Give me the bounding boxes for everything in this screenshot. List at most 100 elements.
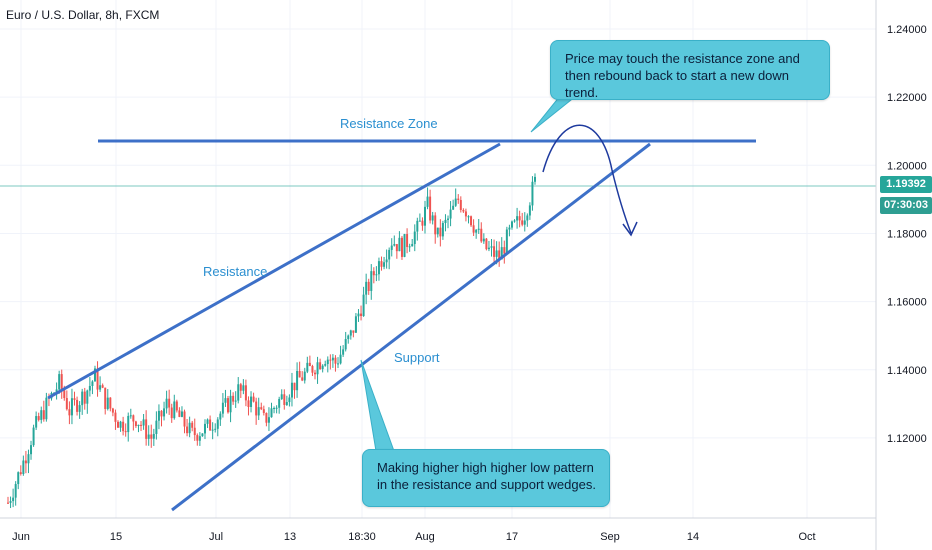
candle-body <box>191 422 194 428</box>
candle-body <box>170 407 173 419</box>
candle-body <box>250 396 253 407</box>
candle-body <box>211 429 214 431</box>
bar-countdown-badge: 07:30:03 <box>880 197 932 214</box>
candle-body <box>505 229 508 254</box>
support-trendline <box>171 142 651 512</box>
candle-body <box>157 410 160 421</box>
resistance-trendline <box>47 142 501 400</box>
candle-body <box>45 397 48 420</box>
candle-body <box>152 433 155 439</box>
candle-body <box>534 176 536 182</box>
candle-body <box>7 502 9 504</box>
candle-body <box>142 419 145 426</box>
price-axis: 1.24000 1.22000 1.20000 1.18000 1.16000 1.140… <box>887 24 927 445</box>
candle-body <box>224 398 227 403</box>
candle-body <box>27 454 30 464</box>
candle-body <box>147 434 150 439</box>
candle-body <box>86 390 89 404</box>
candle-body <box>119 421 122 428</box>
candle-body <box>14 484 17 498</box>
candle-body <box>426 196 429 207</box>
time-tick-label: Aug <box>415 531 435 543</box>
candle-body <box>106 397 109 409</box>
label-support: Support <box>394 350 440 365</box>
candle-body <box>337 363 340 365</box>
candle-body <box>109 397 112 409</box>
candle-body <box>227 398 230 413</box>
candle-body <box>459 199 462 210</box>
candle-body <box>472 225 475 233</box>
candle-body <box>375 274 378 276</box>
candle-body <box>326 359 329 365</box>
candle-body <box>411 244 414 247</box>
candle-body <box>214 428 217 430</box>
price-tick-label: 1.22000 <box>887 92 927 104</box>
candle-body <box>280 394 283 400</box>
grid <box>0 0 876 518</box>
candle-body <box>186 426 189 434</box>
candle-body <box>518 216 521 221</box>
price-tick-label: 1.18000 <box>887 228 927 240</box>
candle-body <box>408 246 411 248</box>
candle-body <box>60 374 63 391</box>
callout-bottom-pointer <box>360 359 395 452</box>
candle-body <box>344 339 347 350</box>
candle-body <box>398 237 401 252</box>
time-tick-label: Sep <box>600 531 620 543</box>
time-axis: Jun 15 Jul 13 18:30 Aug 17 Sep 14 Oct <box>12 531 815 543</box>
candle-body <box>510 221 513 228</box>
candle-body <box>234 400 237 402</box>
candle-body <box>498 250 501 260</box>
candle-body <box>219 413 222 420</box>
candle-body <box>441 223 444 237</box>
candle-body <box>313 372 316 375</box>
candle-body <box>362 294 365 317</box>
candle-body <box>193 427 196 436</box>
candle-body <box>65 398 68 410</box>
candle-body <box>173 401 176 419</box>
time-tick-label: 13 <box>284 531 296 543</box>
candle-body <box>19 472 22 475</box>
candle-body <box>526 215 529 221</box>
candle-body <box>183 411 186 427</box>
candle-body <box>55 389 58 393</box>
candle-body <box>40 410 43 420</box>
candle-body <box>385 259 388 263</box>
candle-body <box>175 401 178 411</box>
candle-body <box>367 281 370 291</box>
candle-body <box>9 501 12 503</box>
candle-body <box>73 398 76 400</box>
candle-body <box>365 281 368 295</box>
candle-body <box>521 220 524 225</box>
candle-body <box>122 421 125 432</box>
candle-body <box>221 402 224 414</box>
candle-body <box>81 391 84 406</box>
candle-body <box>124 431 127 433</box>
candle-body <box>63 390 66 399</box>
candle-body <box>380 261 383 267</box>
candle-body <box>134 421 137 426</box>
symbol-title[interactable]: Euro / U.S. Dollar, 8h, FXCM <box>6 8 160 22</box>
candle-body <box>413 231 416 245</box>
candle-body <box>508 227 511 230</box>
candle-body <box>475 229 478 233</box>
candle-body <box>482 238 485 242</box>
candle-body <box>303 371 306 381</box>
candle-body <box>436 227 439 235</box>
candle-body <box>155 420 158 434</box>
candle-body <box>237 384 240 401</box>
candle-body <box>454 198 457 206</box>
candle-body <box>163 408 166 417</box>
candle-body <box>140 424 143 426</box>
candle-body <box>37 416 40 420</box>
candle-body <box>324 364 327 366</box>
time-tick-label: Jul <box>209 531 223 543</box>
candle-body <box>30 445 33 455</box>
candle-body <box>400 237 403 257</box>
candle-body <box>493 246 496 257</box>
callout-top-text: Price may touch the resistance zone and … <box>565 51 800 100</box>
candle-body <box>93 368 96 382</box>
candle-body <box>513 220 516 222</box>
candle-body <box>239 384 242 391</box>
